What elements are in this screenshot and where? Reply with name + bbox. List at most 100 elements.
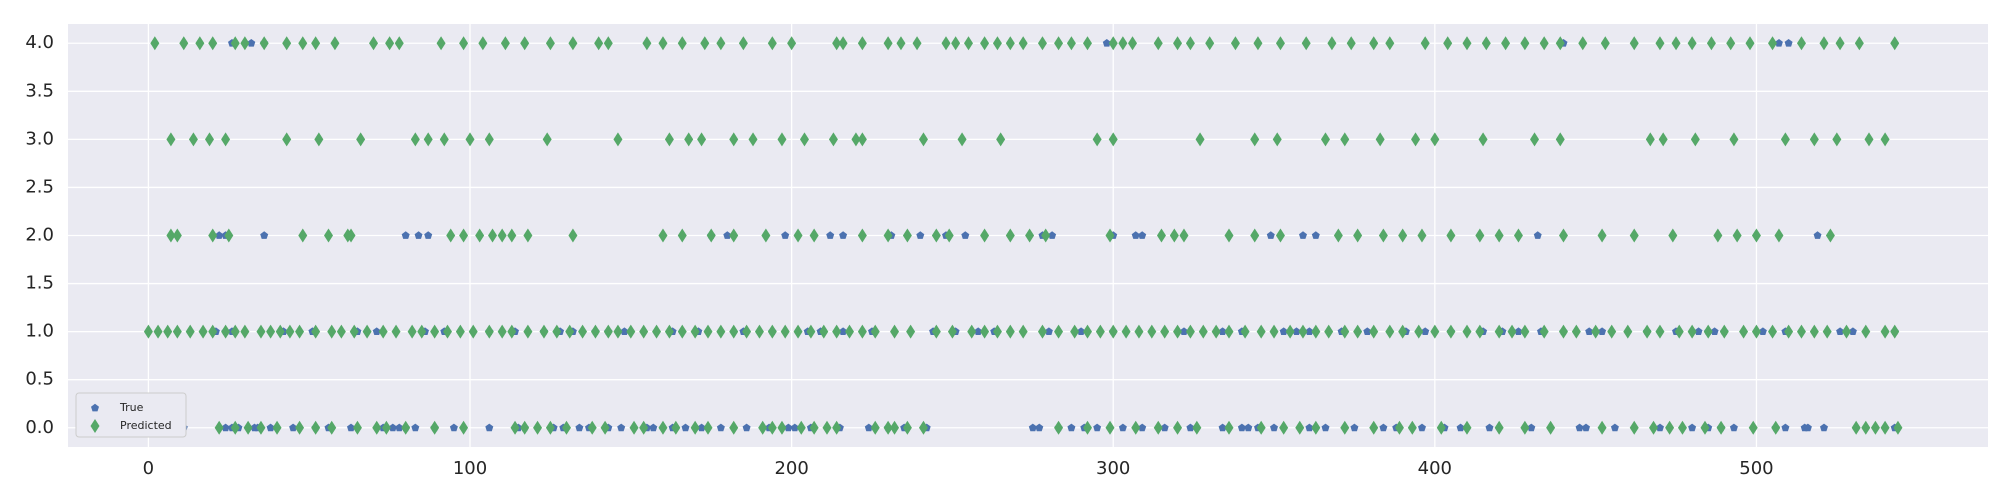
true-point	[1035, 423, 1044, 432]
predicted-point	[603, 324, 613, 339]
predicted-point	[1082, 420, 1092, 435]
predicted-point	[1320, 132, 1330, 147]
predicted-point	[677, 324, 687, 339]
predicted-point	[259, 36, 269, 51]
true-point	[1266, 231, 1275, 239]
predicted-point	[1732, 228, 1742, 243]
predicted-point	[1649, 420, 1659, 435]
true-point	[649, 423, 658, 432]
predicted-point	[1037, 36, 1047, 51]
predicted-point	[1353, 324, 1363, 339]
predicted-point	[430, 324, 440, 339]
predicted-point	[1539, 36, 1549, 51]
true-point	[1688, 423, 1697, 432]
true-point	[1514, 327, 1523, 335]
predicted-point	[1224, 420, 1234, 435]
predicted-point	[1677, 420, 1687, 435]
predicted-point	[1275, 36, 1285, 51]
predicted-point	[1771, 420, 1781, 435]
predicted-point	[298, 228, 308, 243]
predicted-point	[230, 324, 240, 339]
predicted-point	[931, 228, 941, 243]
predicted-point	[1095, 324, 1105, 339]
predicted-point	[1173, 420, 1183, 435]
predicted-point	[1822, 324, 1832, 339]
predicted-point	[362, 324, 372, 339]
true-point	[1218, 423, 1227, 432]
y-tick-label: 3.5	[25, 80, 54, 101]
predicted-point	[1539, 324, 1549, 339]
predicted-point	[677, 228, 687, 243]
x-tick-label: 200	[774, 458, 808, 479]
predicted-point	[552, 324, 562, 339]
predicted-point	[282, 36, 292, 51]
predicted-point	[992, 36, 1002, 51]
predicted-point	[1706, 36, 1716, 51]
predicted-point	[311, 324, 321, 339]
predicted-point	[1851, 420, 1861, 435]
predicted-point	[478, 36, 488, 51]
true-point	[1028, 423, 1037, 432]
predicted-point	[208, 324, 218, 339]
predicted-point	[1385, 36, 1395, 51]
predicted-point	[870, 420, 880, 435]
predicted-point	[902, 228, 912, 243]
y-tick-label: 3.0	[25, 128, 54, 149]
true-point	[1138, 423, 1147, 432]
predicted-point	[188, 132, 198, 147]
predicted-point	[1398, 324, 1408, 339]
predicted-point	[507, 324, 517, 339]
predicted-point	[857, 132, 867, 147]
predicted-point	[1333, 228, 1343, 243]
predicted-point	[1446, 324, 1456, 339]
predicted-point	[1118, 36, 1128, 51]
predicted-point	[1192, 420, 1202, 435]
predicted-point	[1295, 420, 1305, 435]
predicted-point	[1436, 420, 1446, 435]
predicted-point	[1687, 36, 1697, 51]
predicted-point	[1082, 324, 1092, 339]
predicted-point	[381, 420, 391, 435]
predicted-point	[172, 228, 182, 243]
true-point	[1363, 327, 1372, 335]
predicted-point	[1301, 36, 1311, 51]
predicted-point	[166, 132, 176, 147]
predicted-point	[1121, 324, 1131, 339]
predicted-point	[777, 420, 787, 435]
predicted-point	[1018, 324, 1028, 339]
predicted-point	[336, 324, 346, 339]
predicted-point	[629, 420, 639, 435]
predicted-point	[729, 324, 739, 339]
predicted-point	[809, 228, 819, 243]
predicted-point	[1768, 36, 1778, 51]
x-axis-ticks: 0 100 200 300 400 500	[143, 458, 1774, 479]
predicted-point	[455, 324, 465, 339]
true-point	[1379, 423, 1388, 432]
predicted-point	[626, 324, 636, 339]
predicted-point	[857, 324, 867, 339]
predicted-point	[1173, 324, 1183, 339]
true-point	[1729, 423, 1738, 432]
predicted-point	[1864, 132, 1874, 147]
predicted-point	[1253, 36, 1263, 51]
predicted-point	[166, 228, 176, 243]
predicted-point	[1623, 324, 1633, 339]
predicted-point	[1645, 132, 1655, 147]
x-tick-label: 100	[453, 458, 487, 479]
predicted-point	[1420, 36, 1430, 51]
predicted-point	[1462, 420, 1472, 435]
predicted-point	[275, 324, 285, 339]
predicted-point	[716, 36, 726, 51]
predicted-point	[658, 36, 668, 51]
predicted-point	[1655, 324, 1665, 339]
predicted-point	[1369, 324, 1379, 339]
predicted-point	[153, 324, 163, 339]
predicted-point	[1674, 324, 1684, 339]
predicted-point	[822, 420, 832, 435]
predicted-point	[957, 132, 967, 147]
predicted-point	[1414, 324, 1424, 339]
predicted-point	[777, 132, 787, 147]
true-point	[1694, 327, 1703, 335]
predicted-point	[671, 420, 681, 435]
predicted-point	[613, 324, 623, 339]
